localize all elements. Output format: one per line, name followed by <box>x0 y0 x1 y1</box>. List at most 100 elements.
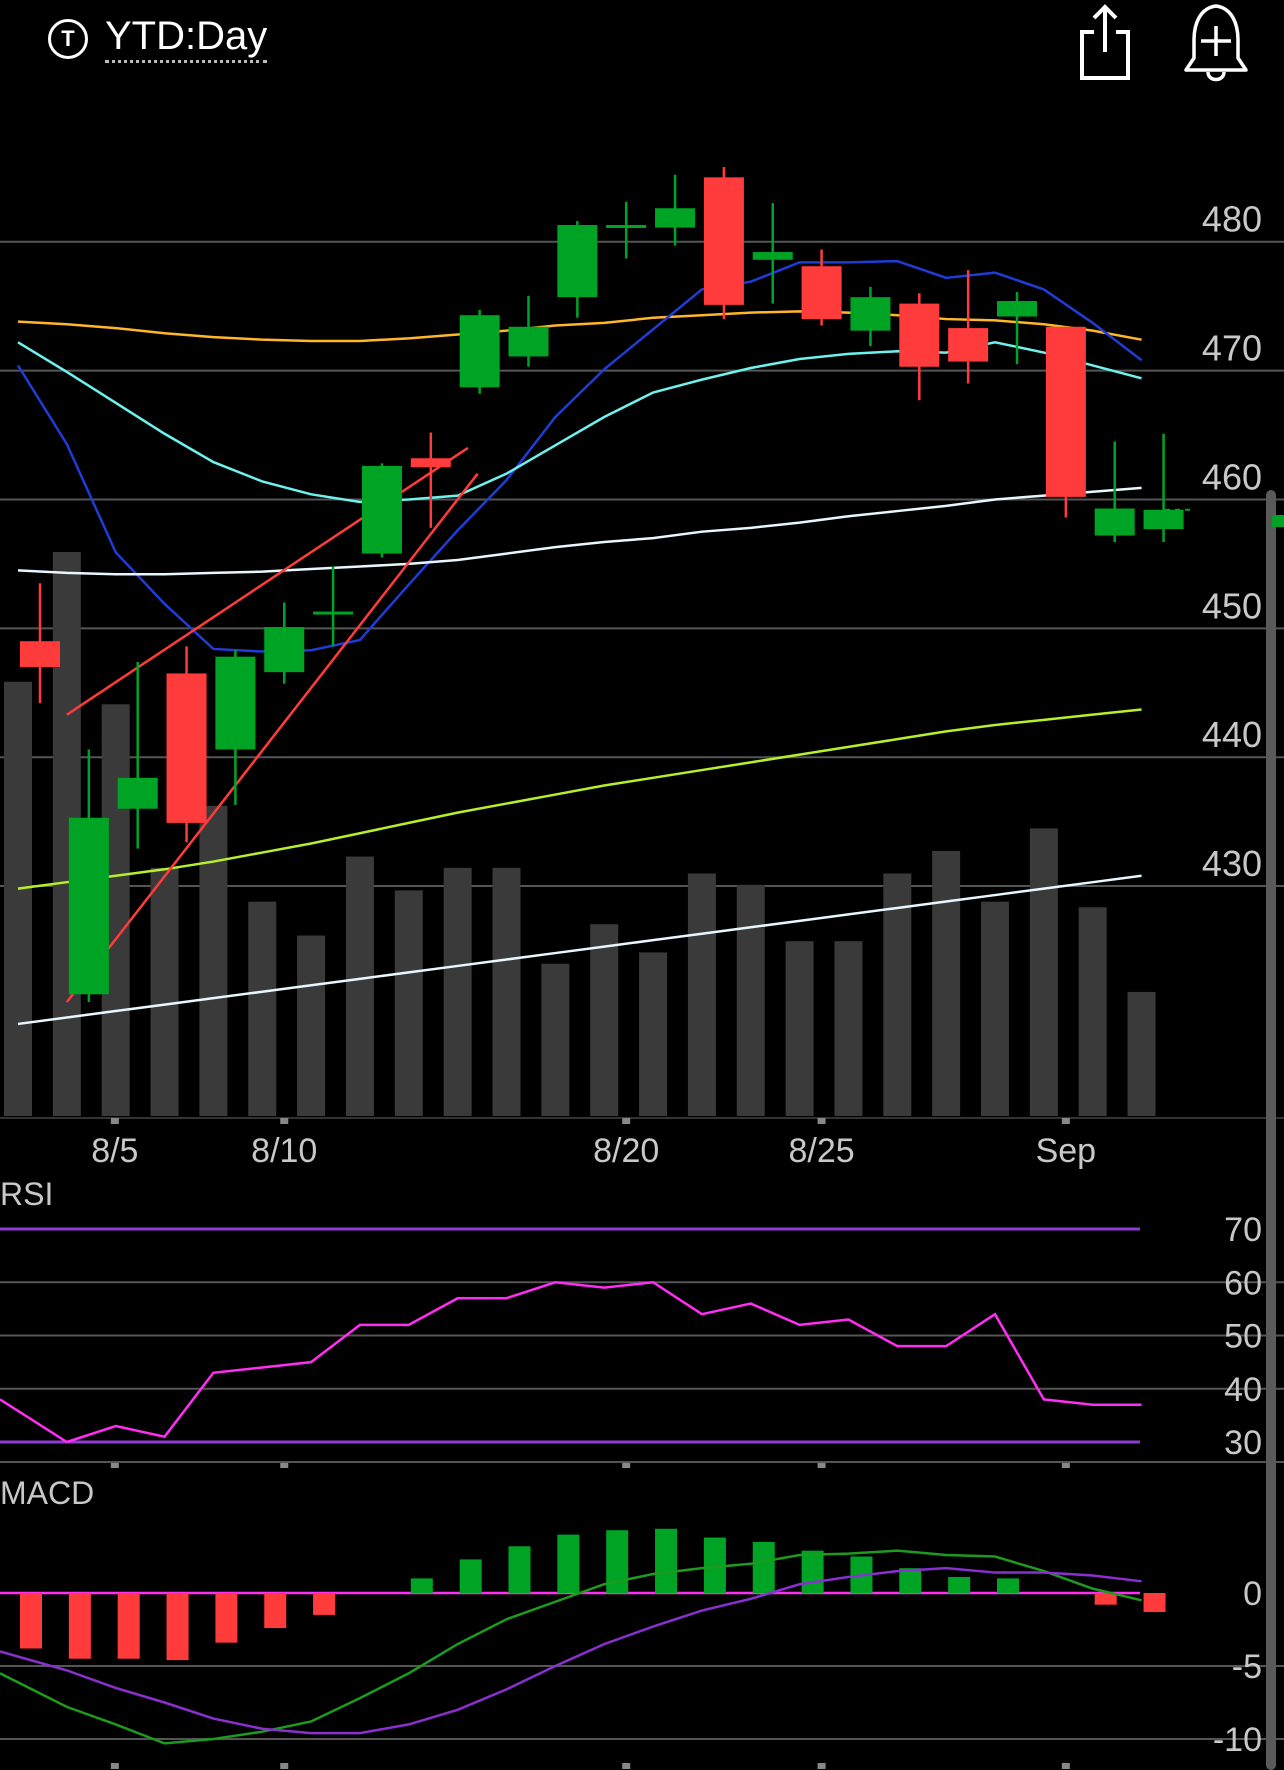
date-tick-mark <box>1061 1118 1070 1124</box>
moving-average-line <box>17 708 1142 890</box>
macd-signal-line <box>0 1566 1142 1735</box>
volume-bar <box>394 890 423 1116</box>
volume-bar <box>1127 991 1156 1116</box>
candle-body <box>68 817 109 995</box>
rsi-tick-label: 60 <box>1224 1264 1262 1302</box>
candle-body <box>459 315 500 388</box>
macd-histogram-bar <box>997 1578 1019 1593</box>
macd-histogram-bar <box>1143 1593 1166 1612</box>
macd-tick-label: -5 <box>1232 1648 1262 1686</box>
date-tick-mark <box>280 1763 289 1769</box>
macd-histogram-bar <box>655 1528 678 1593</box>
rsi-tick-label: 70 <box>1224 1211 1262 1249</box>
candle-body <box>313 611 354 615</box>
date-tick-label: 8/10 <box>251 1132 317 1170</box>
date-tick-mark <box>817 1763 826 1769</box>
macd-histogram-bar <box>313 1593 336 1615</box>
candle-body <box>703 177 744 305</box>
rsi-title: RSI <box>0 1176 53 1212</box>
price-tick-label: 440 <box>1202 714 1262 755</box>
macd-histogram-bar <box>606 1530 629 1593</box>
date-tick-label: 8/5 <box>91 1132 138 1170</box>
rsi-panel: RSI 70 60 50 40 30 <box>0 1176 1284 1463</box>
rsi-tick-label: 30 <box>1224 1424 1262 1462</box>
date-tick-label: Sep <box>1036 1132 1097 1170</box>
date-tick-mark <box>1061 1462 1070 1468</box>
date-tick-mark <box>1061 1763 1070 1769</box>
macd-histogram-bar <box>752 1541 775 1593</box>
macd-histogram-bar <box>801 1550 824 1593</box>
candle-body <box>1143 509 1184 530</box>
candle-body <box>606 224 647 228</box>
volume-bar <box>687 873 716 1116</box>
macd-histogram-bar <box>508 1546 531 1593</box>
macd-tick-label: 0 <box>1243 1575 1262 1613</box>
moving-average-line <box>17 340 1142 504</box>
candle-body <box>997 301 1037 317</box>
volume-bar <box>345 856 374 1116</box>
candle-body <box>215 656 256 750</box>
price-tick-label: 470 <box>1202 328 1262 369</box>
candle-body <box>899 303 940 367</box>
macd-histogram-bar <box>557 1534 580 1593</box>
candle-body <box>20 641 60 667</box>
volume-bar <box>785 941 814 1116</box>
price-tick-label: 460 <box>1202 456 1262 497</box>
macd-tick-label: -10 <box>1213 1721 1262 1759</box>
date-tick-label: 8/25 <box>789 1132 855 1170</box>
price-axis: 480 470 460 450 440 430 <box>1202 199 1262 884</box>
volume-bar <box>1029 828 1058 1116</box>
timeframe-icon[interactable]: T <box>48 19 88 59</box>
price-tick-label: 480 <box>1202 199 1262 240</box>
timeframe-selector[interactable]: YTD:Day <box>105 14 268 63</box>
volume-bar <box>834 941 863 1116</box>
moving-average-line <box>17 874 1142 1026</box>
volume-bar <box>883 873 912 1116</box>
candle-body <box>557 224 598 298</box>
rsi-line <box>0 1280 1142 1444</box>
volume-bar <box>736 884 765 1116</box>
macd-histogram-bar <box>20 1593 42 1649</box>
candle-body <box>752 252 793 260</box>
candle-body <box>1045 326 1086 497</box>
rsi-tick-label: 40 <box>1224 1371 1262 1409</box>
volume-bar <box>492 867 521 1116</box>
date-tick-mark <box>622 1763 631 1769</box>
macd-histogram-bar <box>459 1559 482 1593</box>
candlesticks <box>20 167 1190 1003</box>
candle-body <box>117 777 158 809</box>
scrollbar <box>1266 490 1284 1770</box>
candle-body <box>264 627 305 673</box>
volume-bar <box>932 850 961 1116</box>
volume-bar <box>248 901 277 1116</box>
price-tick-label: 450 <box>1202 585 1262 626</box>
moving-average-lines <box>16 259 1143 1026</box>
candle-body <box>508 326 549 357</box>
macd-histogram-bar <box>264 1593 287 1629</box>
add-alert-bell-icon[interactable] <box>1178 0 1254 86</box>
date-axis: 8/5 8/10 8/20 8/25 Sep <box>91 1118 1096 1769</box>
share-icon[interactable] <box>1072 2 1136 82</box>
volume-bar <box>541 963 570 1116</box>
candle-body <box>801 266 842 320</box>
date-tick-mark <box>817 1118 826 1124</box>
candle-body <box>655 208 696 228</box>
volume-bar <box>297 935 326 1116</box>
top-bar: T YTD:Day <box>0 0 1284 90</box>
macd-title: MACD <box>0 1475 94 1511</box>
date-tick-mark <box>280 1118 289 1124</box>
last-price-tag <box>1272 515 1284 527</box>
volume-bar <box>443 867 472 1116</box>
macd-line <box>0 1549 1142 1745</box>
candle-body <box>850 297 891 331</box>
volume-bar <box>981 901 1009 1116</box>
macd-histogram-bar <box>117 1593 140 1659</box>
macd-histogram-bar <box>215 1593 238 1643</box>
volume-bar <box>150 867 179 1116</box>
date-tick-mark <box>280 1462 289 1468</box>
volume-bar <box>1078 907 1107 1116</box>
date-tick-mark <box>817 1462 826 1468</box>
volume-bars <box>4 552 1156 1116</box>
date-tick-label: 8/20 <box>593 1132 659 1170</box>
